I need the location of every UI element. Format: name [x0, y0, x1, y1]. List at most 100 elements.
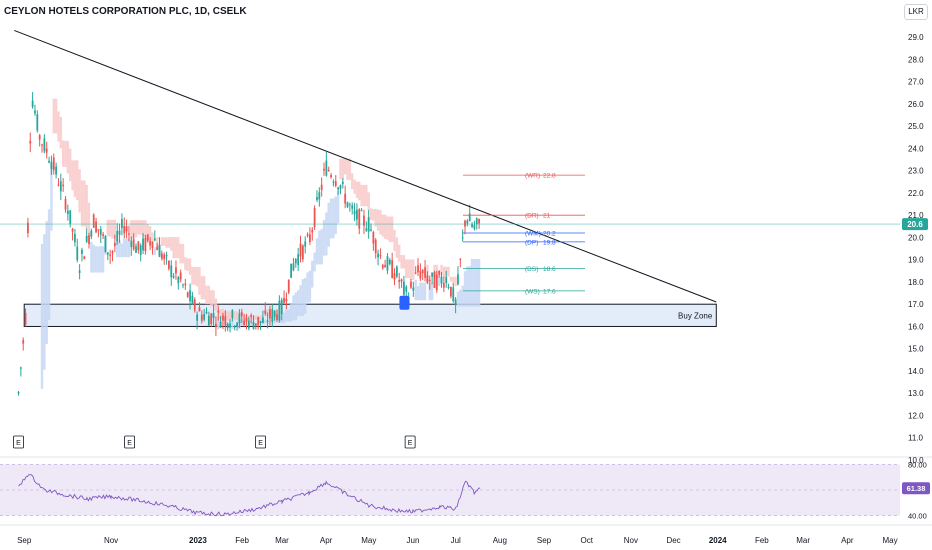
cloud-segment — [134, 220, 138, 238]
candle-body — [121, 219, 123, 228]
cloud-segment — [320, 229, 323, 265]
x-tick-label: Nov — [624, 536, 638, 545]
candle-body — [358, 209, 361, 229]
candle-body — [83, 256, 86, 260]
candle-body — [351, 205, 354, 209]
cloud-segment — [381, 214, 384, 237]
x-tick-label: Sep — [17, 536, 32, 545]
candle-body — [320, 184, 323, 190]
y-tick-label: 12.0 — [908, 411, 924, 420]
candle-body — [90, 230, 93, 237]
candle-body — [142, 238, 144, 251]
candle-body — [153, 238, 156, 241]
candle-body — [97, 229, 100, 231]
cloud-segment — [153, 247, 157, 255]
cloud-segment — [99, 246, 102, 273]
cloud-segment — [423, 282, 427, 301]
cloud-segment — [313, 252, 316, 272]
cloud-segment — [339, 158, 342, 180]
candle-body — [400, 279, 403, 282]
x-tick-label: Oct — [580, 536, 593, 545]
cloud-segment — [362, 184, 366, 207]
candle-body — [196, 314, 199, 321]
cloud-segment — [416, 286, 420, 301]
cloud-segment — [459, 289, 462, 307]
cloud-segment — [254, 315, 258, 320]
cloud-segment — [466, 266, 469, 307]
cloud-segment — [259, 315, 262, 320]
cloud-segment — [217, 316, 220, 330]
candle-body — [55, 166, 58, 175]
cloud-segment — [327, 202, 330, 247]
cloud-segment — [477, 259, 481, 307]
candle-body — [442, 282, 445, 288]
candle-body — [27, 222, 29, 234]
candle-body — [287, 279, 290, 293]
candle-body — [59, 181, 62, 192]
cloud-segment — [184, 257, 187, 270]
candle-body — [215, 323, 217, 328]
y-axis-ticks: 29.0 28.0 27.0 26.0 25.0 24.0 23.0 22.0 21.0 20.0… — [908, 33, 924, 465]
cloud-segment — [195, 267, 199, 287]
candle-body — [365, 228, 368, 231]
candle-body — [431, 272, 434, 277]
cloud-segment — [125, 238, 128, 258]
candle-body — [205, 311, 208, 314]
candle-body — [262, 317, 264, 323]
candle-body — [48, 160, 50, 163]
cloud-segment — [468, 266, 471, 307]
candle-body — [109, 254, 112, 256]
y-tick-label: 13.0 — [908, 389, 924, 398]
candle-body — [292, 263, 295, 271]
x-tick-label: Sep — [537, 536, 552, 545]
cloud-segment — [174, 237, 178, 259]
cloud-segment — [45, 221, 48, 344]
cloud-segment — [52, 98, 55, 134]
price-axis — [900, 0, 932, 550]
candle-body — [327, 169, 330, 171]
candle-body — [323, 168, 325, 171]
candle-body — [393, 273, 396, 280]
earnings-flag — [255, 435, 267, 449]
cloud-segment — [334, 196, 337, 235]
candles — [17, 92, 481, 396]
cloud-segment — [101, 246, 105, 273]
candle-body — [435, 274, 438, 291]
cloud-segment — [376, 209, 380, 231]
cloud-segment — [287, 309, 290, 322]
currency-badge[interactable]: LKR — [904, 4, 928, 20]
cloud-segment — [405, 259, 408, 279]
candle-body — [200, 314, 203, 321]
candle-body — [466, 220, 469, 224]
candle-body — [283, 297, 285, 303]
candle-body — [118, 230, 121, 235]
candle-body — [219, 321, 222, 328]
candle-body — [245, 317, 248, 322]
candle-body — [417, 265, 419, 273]
candle-body — [388, 259, 391, 265]
candle-body — [41, 144, 43, 146]
candle-body — [31, 100, 34, 108]
descending-trendline — [14, 29, 717, 303]
y-tick-label: 26.0 — [908, 100, 924, 109]
cloud-segment — [407, 259, 410, 279]
cloud-segment — [43, 234, 46, 370]
y-tick-label: 27.0 — [908, 78, 924, 87]
candle-body — [146, 234, 149, 242]
candle-body — [222, 315, 224, 321]
candle-body — [217, 310, 220, 313]
candle-body — [50, 161, 53, 170]
candle-body — [316, 197, 318, 201]
cloud-segment — [64, 140, 67, 168]
candle-body — [189, 290, 191, 302]
cloud-segment — [412, 259, 415, 280]
candle-body — [247, 320, 250, 329]
candle-body — [447, 286, 450, 288]
cloud-segment — [369, 208, 373, 221]
x-tick-label: Feb — [755, 536, 769, 545]
candle-body — [106, 252, 109, 255]
candle-body — [419, 270, 422, 279]
candle-body — [297, 254, 300, 265]
